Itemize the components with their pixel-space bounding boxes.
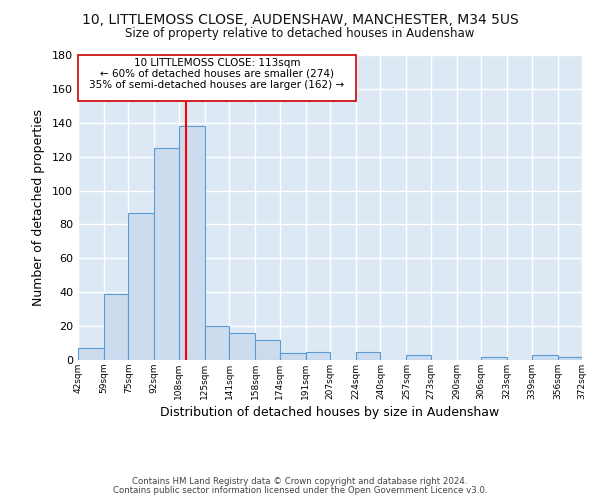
- Text: Size of property relative to detached houses in Audenshaw: Size of property relative to detached ho…: [125, 28, 475, 40]
- Text: Contains public sector information licensed under the Open Government Licence v3: Contains public sector information licen…: [113, 486, 487, 495]
- FancyBboxPatch shape: [78, 55, 356, 101]
- Bar: [229, 333, 255, 360]
- Bar: [356, 352, 380, 360]
- Bar: [305, 352, 330, 360]
- Y-axis label: Number of detached properties: Number of detached properties: [32, 109, 45, 306]
- Bar: [557, 356, 582, 360]
- Text: ← 60% of detached houses are smaller (274): ← 60% of detached houses are smaller (27…: [100, 68, 334, 78]
- Text: Contains HM Land Registry data © Crown copyright and database right 2024.: Contains HM Land Registry data © Crown c…: [132, 477, 468, 486]
- Bar: [406, 355, 431, 360]
- Bar: [205, 326, 229, 360]
- Bar: [179, 126, 205, 360]
- Bar: [280, 353, 305, 360]
- Text: 10 LITTLEMOSS CLOSE: 113sqm: 10 LITTLEMOSS CLOSE: 113sqm: [134, 58, 300, 68]
- Bar: [532, 355, 557, 360]
- Bar: [481, 356, 507, 360]
- X-axis label: Distribution of detached houses by size in Audenshaw: Distribution of detached houses by size …: [160, 406, 500, 419]
- Bar: [255, 340, 280, 360]
- Bar: [78, 348, 104, 360]
- Text: 35% of semi-detached houses are larger (162) →: 35% of semi-detached houses are larger (…: [89, 80, 344, 90]
- Bar: [104, 294, 128, 360]
- Bar: [154, 148, 179, 360]
- Bar: [128, 212, 154, 360]
- Text: 10, LITTLEMOSS CLOSE, AUDENSHAW, MANCHESTER, M34 5US: 10, LITTLEMOSS CLOSE, AUDENSHAW, MANCHES…: [82, 12, 518, 26]
